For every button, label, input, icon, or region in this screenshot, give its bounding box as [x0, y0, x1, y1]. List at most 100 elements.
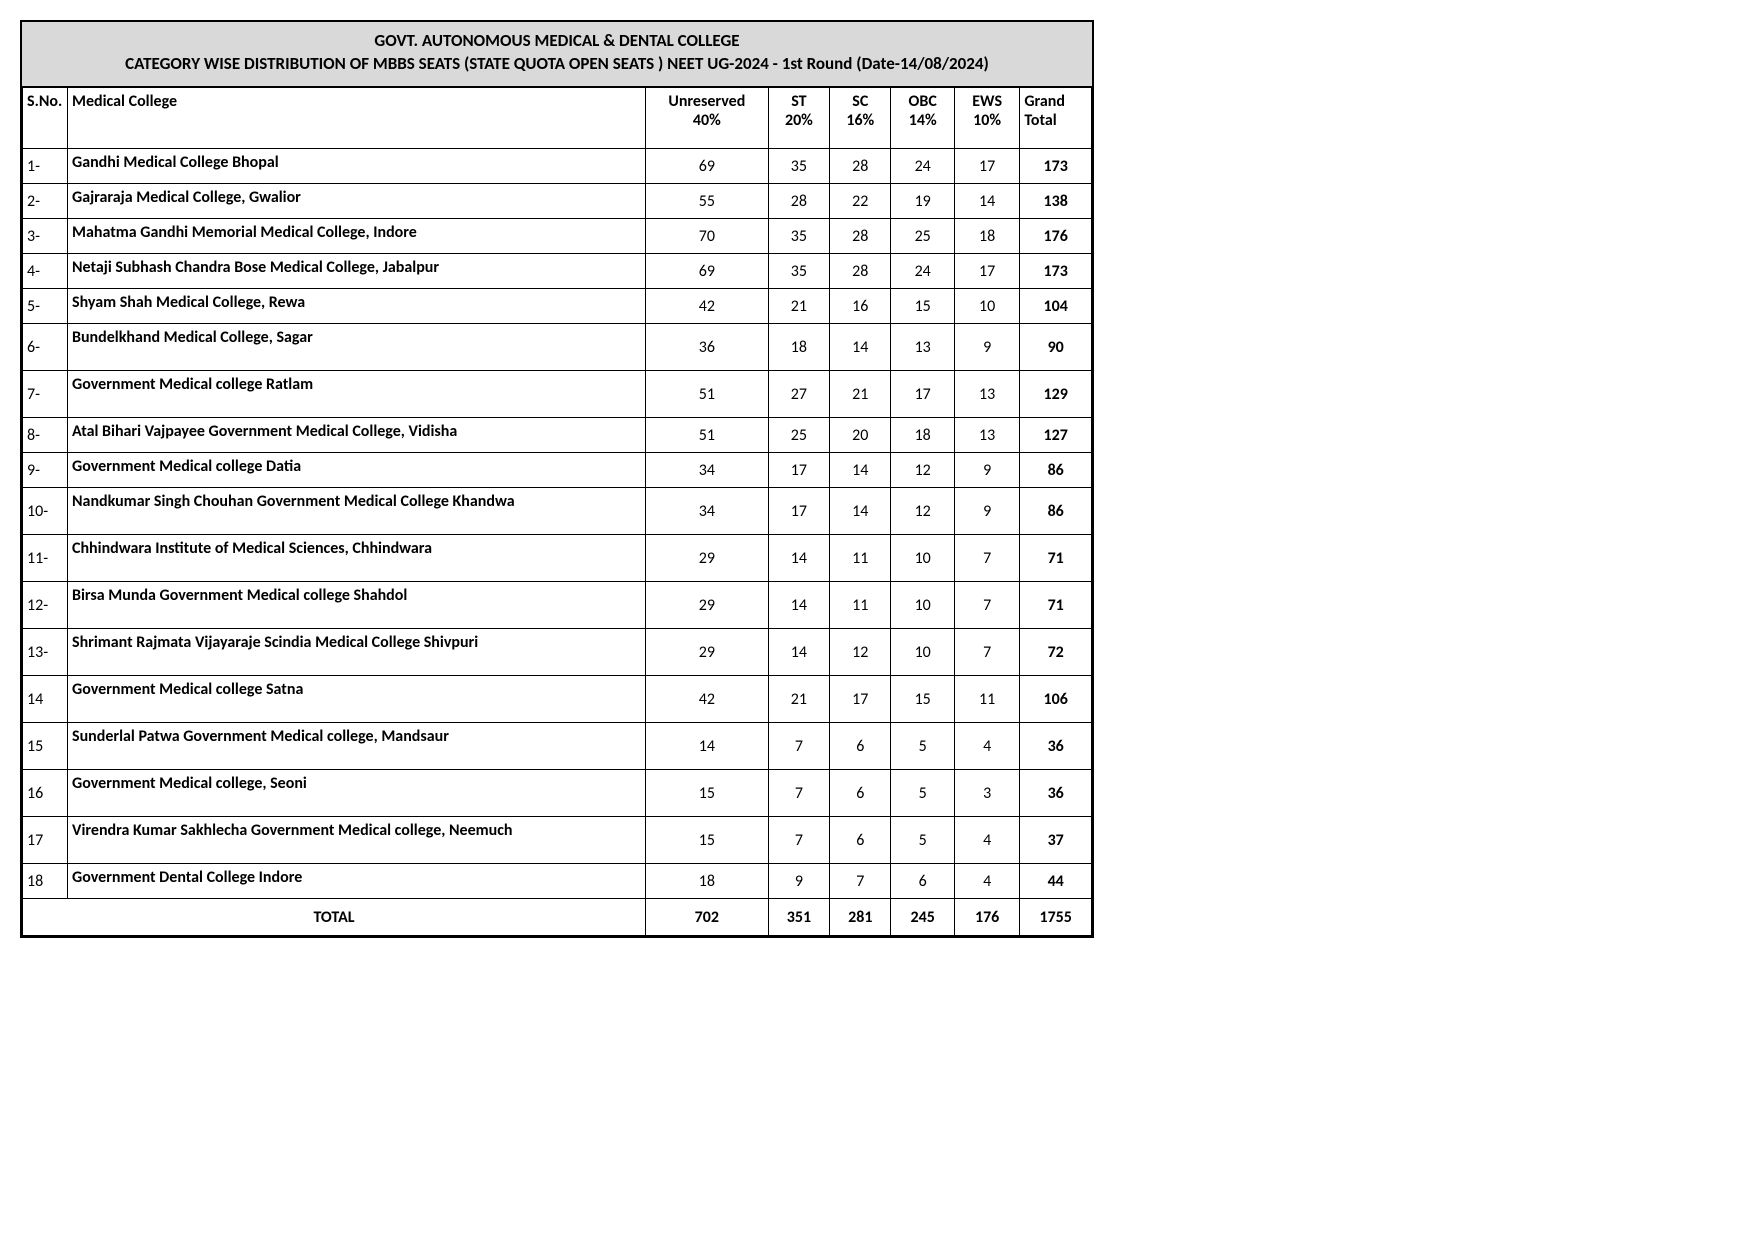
cell-sno: 5-: [23, 289, 68, 324]
total-label: TOTAL: [23, 899, 646, 936]
cell-obc: 5: [891, 723, 954, 770]
cell-unreserved: 15: [645, 770, 768, 817]
data-table: S.No. Medical College Unreserved 40% ST …: [22, 87, 1092, 936]
cell-ews: 11: [954, 676, 1019, 723]
cell-sno: 4-: [23, 254, 68, 289]
cell-sno: 14: [23, 676, 68, 723]
cell-sno: 1-: [23, 149, 68, 184]
cell-sc: 22: [830, 184, 891, 219]
cell-college: Government Medical college, Seoni: [68, 770, 646, 817]
cell-sno: 2-: [23, 184, 68, 219]
cell-st: 27: [768, 371, 829, 418]
cell-unreserved: 29: [645, 535, 768, 582]
cell-grand-total: 44: [1020, 864, 1092, 899]
cell-st: 7: [768, 723, 829, 770]
cell-st: 14: [768, 582, 829, 629]
total-sc: 281: [830, 899, 891, 936]
cell-college: Sunderlal Patwa Government Medical colle…: [68, 723, 646, 770]
cell-sno: 6-: [23, 324, 68, 371]
cell-grand-total: 104: [1020, 289, 1092, 324]
cell-sc: 11: [830, 582, 891, 629]
cell-college: Government Medical college Datia: [68, 453, 646, 488]
cell-obc: 10: [891, 582, 954, 629]
cell-ews: 7: [954, 535, 1019, 582]
total-grand: 1755: [1020, 899, 1092, 936]
cell-sno: 18: [23, 864, 68, 899]
cell-sc: 14: [830, 324, 891, 371]
cell-sc: 6: [830, 723, 891, 770]
column-header-row: S.No. Medical College Unreserved 40% ST …: [23, 88, 1092, 149]
cell-grand-total: 138: [1020, 184, 1092, 219]
col-st: ST 20%: [768, 88, 829, 149]
cell-ews: 13: [954, 371, 1019, 418]
cell-ews: 14: [954, 184, 1019, 219]
cell-st: 7: [768, 817, 829, 864]
cell-college: Bundelkhand Medical College, Sagar: [68, 324, 646, 371]
cell-college: Nandkumar Singh Chouhan Government Medic…: [68, 488, 646, 535]
cell-grand-total: 86: [1020, 453, 1092, 488]
cell-sno: 10-: [23, 488, 68, 535]
cell-st: 35: [768, 219, 829, 254]
table-row: 16Government Medical college, Seoni15765…: [23, 770, 1092, 817]
col-obc: OBC 14%: [891, 88, 954, 149]
cell-st: 25: [768, 418, 829, 453]
cell-sc: 17: [830, 676, 891, 723]
table-row: 2-Gajraraja Medical College, Gwalior5528…: [23, 184, 1092, 219]
col-unreserved: Unreserved 40%: [645, 88, 768, 149]
cell-sno: 16: [23, 770, 68, 817]
cell-grand-total: 37: [1020, 817, 1092, 864]
cell-grand-total: 106: [1020, 676, 1092, 723]
cell-grand-total: 173: [1020, 149, 1092, 184]
seat-distribution-table: GOVT. AUTONOMOUS MEDICAL & DENTAL COLLEG…: [20, 20, 1094, 938]
cell-grand-total: 127: [1020, 418, 1092, 453]
cell-unreserved: 69: [645, 254, 768, 289]
cell-unreserved: 69: [645, 149, 768, 184]
cell-ews: 18: [954, 219, 1019, 254]
cell-obc: 15: [891, 676, 954, 723]
total-st: 351: [768, 899, 829, 936]
table-row: 8-Atal Bihari Vajpayee Government Medica…: [23, 418, 1092, 453]
cell-sno: 11-: [23, 535, 68, 582]
cell-ews: 17: [954, 149, 1019, 184]
cell-sc: 28: [830, 254, 891, 289]
cell-sc: 20: [830, 418, 891, 453]
table-header-block: GOVT. AUTONOMOUS MEDICAL & DENTAL COLLEG…: [22, 22, 1092, 87]
cell-sno: 13-: [23, 629, 68, 676]
col-grand-total: Grand Total: [1020, 88, 1092, 149]
cell-college: Virendra Kumar Sakhlecha Government Medi…: [68, 817, 646, 864]
cell-st: 14: [768, 535, 829, 582]
cell-ews: 10: [954, 289, 1019, 324]
total-ews: 176: [954, 899, 1019, 936]
cell-grand-total: 173: [1020, 254, 1092, 289]
cell-grand-total: 86: [1020, 488, 1092, 535]
cell-college: Government Medical college Satna: [68, 676, 646, 723]
cell-ews: 9: [954, 453, 1019, 488]
table-row: 5-Shyam Shah Medical College, Rewa422116…: [23, 289, 1092, 324]
cell-college: Birsa Munda Government Medical college S…: [68, 582, 646, 629]
cell-sc: 11: [830, 535, 891, 582]
cell-obc: 13: [891, 324, 954, 371]
cell-st: 7: [768, 770, 829, 817]
cell-unreserved: 42: [645, 289, 768, 324]
cell-sc: 16: [830, 289, 891, 324]
cell-unreserved: 29: [645, 629, 768, 676]
cell-obc: 5: [891, 817, 954, 864]
cell-unreserved: 18: [645, 864, 768, 899]
cell-ews: 13: [954, 418, 1019, 453]
cell-obc: 18: [891, 418, 954, 453]
cell-college: Atal Bihari Vajpayee Government Medical …: [68, 418, 646, 453]
table-row: 4-Netaji Subhash Chandra Bose Medical Co…: [23, 254, 1092, 289]
table-row: 11-Chhindwara Institute of Medical Scien…: [23, 535, 1092, 582]
table-row: 15Sunderlal Patwa Government Medical col…: [23, 723, 1092, 770]
cell-grand-total: 72: [1020, 629, 1092, 676]
cell-unreserved: 29: [645, 582, 768, 629]
cell-unreserved: 51: [645, 418, 768, 453]
cell-college: Gajraraja Medical College, Gwalior: [68, 184, 646, 219]
table-row: 13-Shrimant Rajmata Vijayaraje Scindia M…: [23, 629, 1092, 676]
table-row: 17Virendra Kumar Sakhlecha Government Me…: [23, 817, 1092, 864]
cell-unreserved: 34: [645, 453, 768, 488]
cell-sno: 8-: [23, 418, 68, 453]
cell-obc: 5: [891, 770, 954, 817]
doc-subtitle: CATEGORY WISE DISTRIBUTION OF MBBS SEATS…: [32, 53, 1082, 74]
table-row: 3-Mahatma Gandhi Memorial Medical Colleg…: [23, 219, 1092, 254]
